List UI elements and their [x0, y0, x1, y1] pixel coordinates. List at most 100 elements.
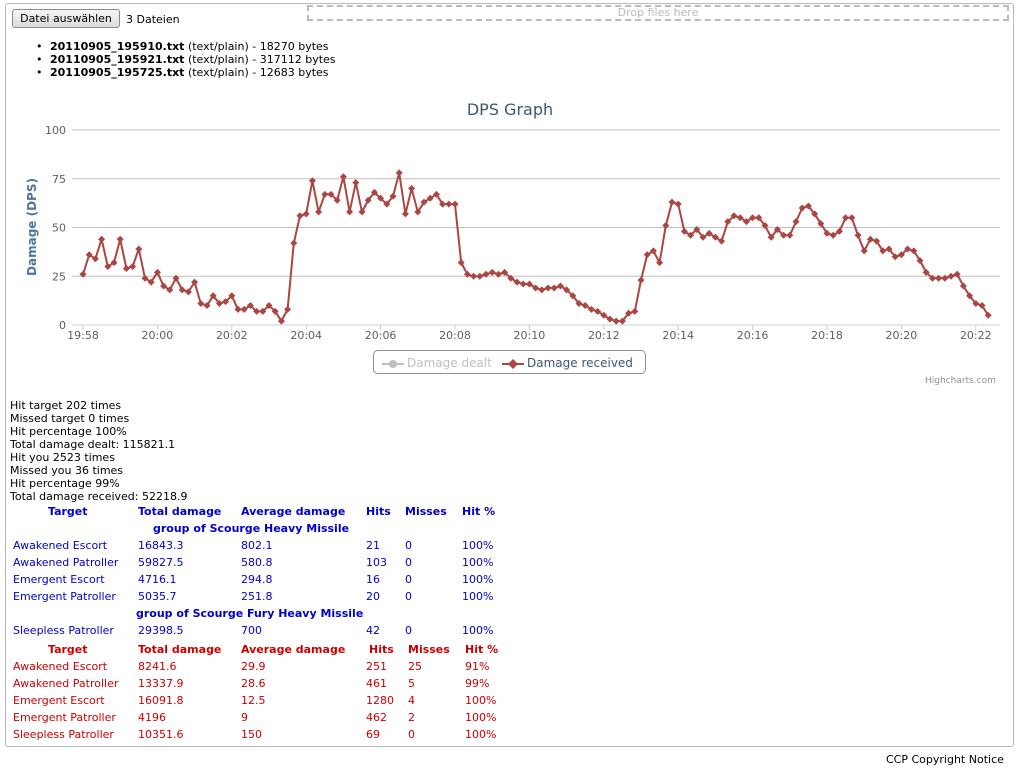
data-point-marker[interactable]	[85, 251, 93, 259]
data-point-marker[interactable]	[352, 179, 360, 187]
data-point-marker[interactable]	[928, 274, 936, 282]
data-point-marker[interactable]	[122, 264, 130, 272]
data-point-marker[interactable]	[984, 311, 992, 319]
data-point-marker[interactable]	[910, 247, 918, 255]
data-point-marker[interactable]	[885, 245, 893, 253]
data-point-marker[interactable]	[581, 302, 589, 309]
data-point-marker[interactable]	[265, 302, 273, 309]
data-point-marker[interactable]	[631, 307, 639, 315]
data-point-marker[interactable]	[439, 200, 447, 208]
data-point-marker[interactable]	[786, 231, 794, 239]
file-dropzone[interactable]: Drop files here	[307, 5, 1009, 21]
data-point-marker[interactable]	[370, 188, 378, 196]
data-point-marker[interactable]	[600, 311, 608, 319]
data-point-marker[interactable]	[271, 307, 279, 315]
data-point-marker[interactable]	[426, 194, 434, 202]
data-point-marker[interactable]	[842, 214, 850, 222]
data-point-marker[interactable]	[364, 196, 372, 204]
data-point-marker[interactable]	[240, 305, 248, 313]
data-point-marker[interactable]	[532, 284, 540, 292]
data-point-marker[interactable]	[773, 225, 781, 233]
data-point-marker[interactable]	[178, 286, 186, 294]
data-point-marker[interactable]	[866, 235, 874, 243]
data-point-marker[interactable]	[916, 257, 924, 265]
data-point-marker[interactable]	[333, 196, 341, 204]
copyright-notice[interactable]: CCP Copyright Notice	[886, 753, 1004, 766]
legend-item-damage-dealt[interactable]: Damage dealt	[382, 356, 492, 370]
data-point-marker[interactable]	[339, 173, 347, 181]
data-point-marker[interactable]	[277, 317, 285, 325]
data-point-marker[interactable]	[420, 198, 428, 206]
data-point-marker[interactable]	[687, 231, 695, 239]
data-point-marker[interactable]	[302, 210, 310, 218]
data-point-marker[interactable]	[507, 274, 515, 282]
data-point-marker[interactable]	[296, 212, 304, 220]
data-point-marker[interactable]	[147, 278, 155, 286]
data-point-marker[interactable]	[755, 214, 763, 222]
data-point-marker[interactable]	[606, 315, 614, 323]
data-point-marker[interactable]	[959, 282, 967, 290]
data-point-marker[interactable]	[253, 307, 261, 315]
data-point-marker[interactable]	[160, 282, 168, 290]
data-point-marker[interactable]	[879, 247, 887, 255]
data-point-marker[interactable]	[730, 212, 738, 220]
data-point-marker[interactable]	[488, 268, 496, 276]
data-point-marker[interactable]	[463, 270, 471, 278]
data-point-marker[interactable]	[718, 237, 726, 245]
data-point-marker[interactable]	[941, 274, 949, 282]
data-point-marker[interactable]	[594, 307, 602, 315]
data-point-marker[interactable]	[643, 251, 651, 259]
data-point-marker[interactable]	[978, 302, 986, 309]
data-point-marker[interactable]	[966, 292, 974, 300]
data-point-marker[interactable]	[835, 227, 843, 235]
data-point-marker[interactable]	[637, 276, 645, 284]
data-point-marker[interactable]	[674, 200, 682, 208]
data-point-marker[interactable]	[383, 200, 391, 208]
data-point-marker[interactable]	[563, 286, 571, 294]
data-point-marker[interactable]	[476, 272, 484, 280]
data-point-marker[interactable]	[358, 208, 366, 216]
data-point-marker[interactable]	[222, 298, 230, 306]
data-point-marker[interactable]	[817, 220, 825, 228]
data-point-marker[interactable]	[191, 278, 199, 286]
data-point-marker[interactable]	[166, 286, 174, 294]
data-point-marker[interactable]	[116, 235, 124, 243]
data-point-marker[interactable]	[544, 284, 552, 292]
data-point-marker[interactable]	[947, 272, 955, 280]
data-point-marker[interactable]	[922, 268, 930, 276]
data-point-marker[interactable]	[110, 259, 118, 267]
data-point-marker[interactable]	[215, 300, 223, 308]
data-point-marker[interactable]	[829, 231, 837, 239]
data-point-marker[interactable]	[693, 225, 701, 233]
data-point-marker[interactable]	[315, 208, 323, 216]
data-point-marker[interactable]	[538, 286, 546, 294]
data-point-marker[interactable]	[141, 274, 149, 282]
choose-file-button[interactable]: Datei auswählen	[12, 9, 120, 28]
data-point-marker[interactable]	[79, 270, 87, 278]
data-point-marker[interactable]	[414, 208, 422, 216]
data-point-marker[interactable]	[519, 280, 527, 288]
data-point-marker[interactable]	[935, 274, 943, 282]
data-point-marker[interactable]	[699, 233, 707, 241]
data-point-marker[interactable]	[575, 300, 583, 308]
data-point-marker[interactable]	[736, 214, 744, 222]
data-point-marker[interactable]	[649, 247, 657, 255]
data-point-marker[interactable]	[327, 190, 335, 198]
data-point-marker[interactable]	[401, 210, 409, 218]
data-point-marker[interactable]	[482, 270, 490, 278]
data-point-marker[interactable]	[767, 233, 775, 241]
data-point-marker[interactable]	[457, 259, 465, 267]
data-point-marker[interactable]	[569, 292, 577, 300]
data-point-marker[interactable]	[873, 237, 881, 245]
data-point-marker[interactable]	[680, 227, 688, 235]
data-point-marker[interactable]	[550, 284, 558, 292]
data-point-marker[interactable]	[625, 309, 633, 317]
data-point-marker[interactable]	[897, 251, 905, 259]
legend-item-damage-received[interactable]: Damage received	[502, 356, 633, 370]
data-point-marker[interactable]	[860, 247, 868, 255]
data-point-marker[interactable]	[556, 282, 564, 290]
data-point-marker[interactable]	[470, 272, 478, 280]
data-point-marker[interactable]	[848, 214, 856, 222]
data-point-marker[interactable]	[153, 268, 161, 276]
data-point-marker[interactable]	[395, 169, 403, 177]
